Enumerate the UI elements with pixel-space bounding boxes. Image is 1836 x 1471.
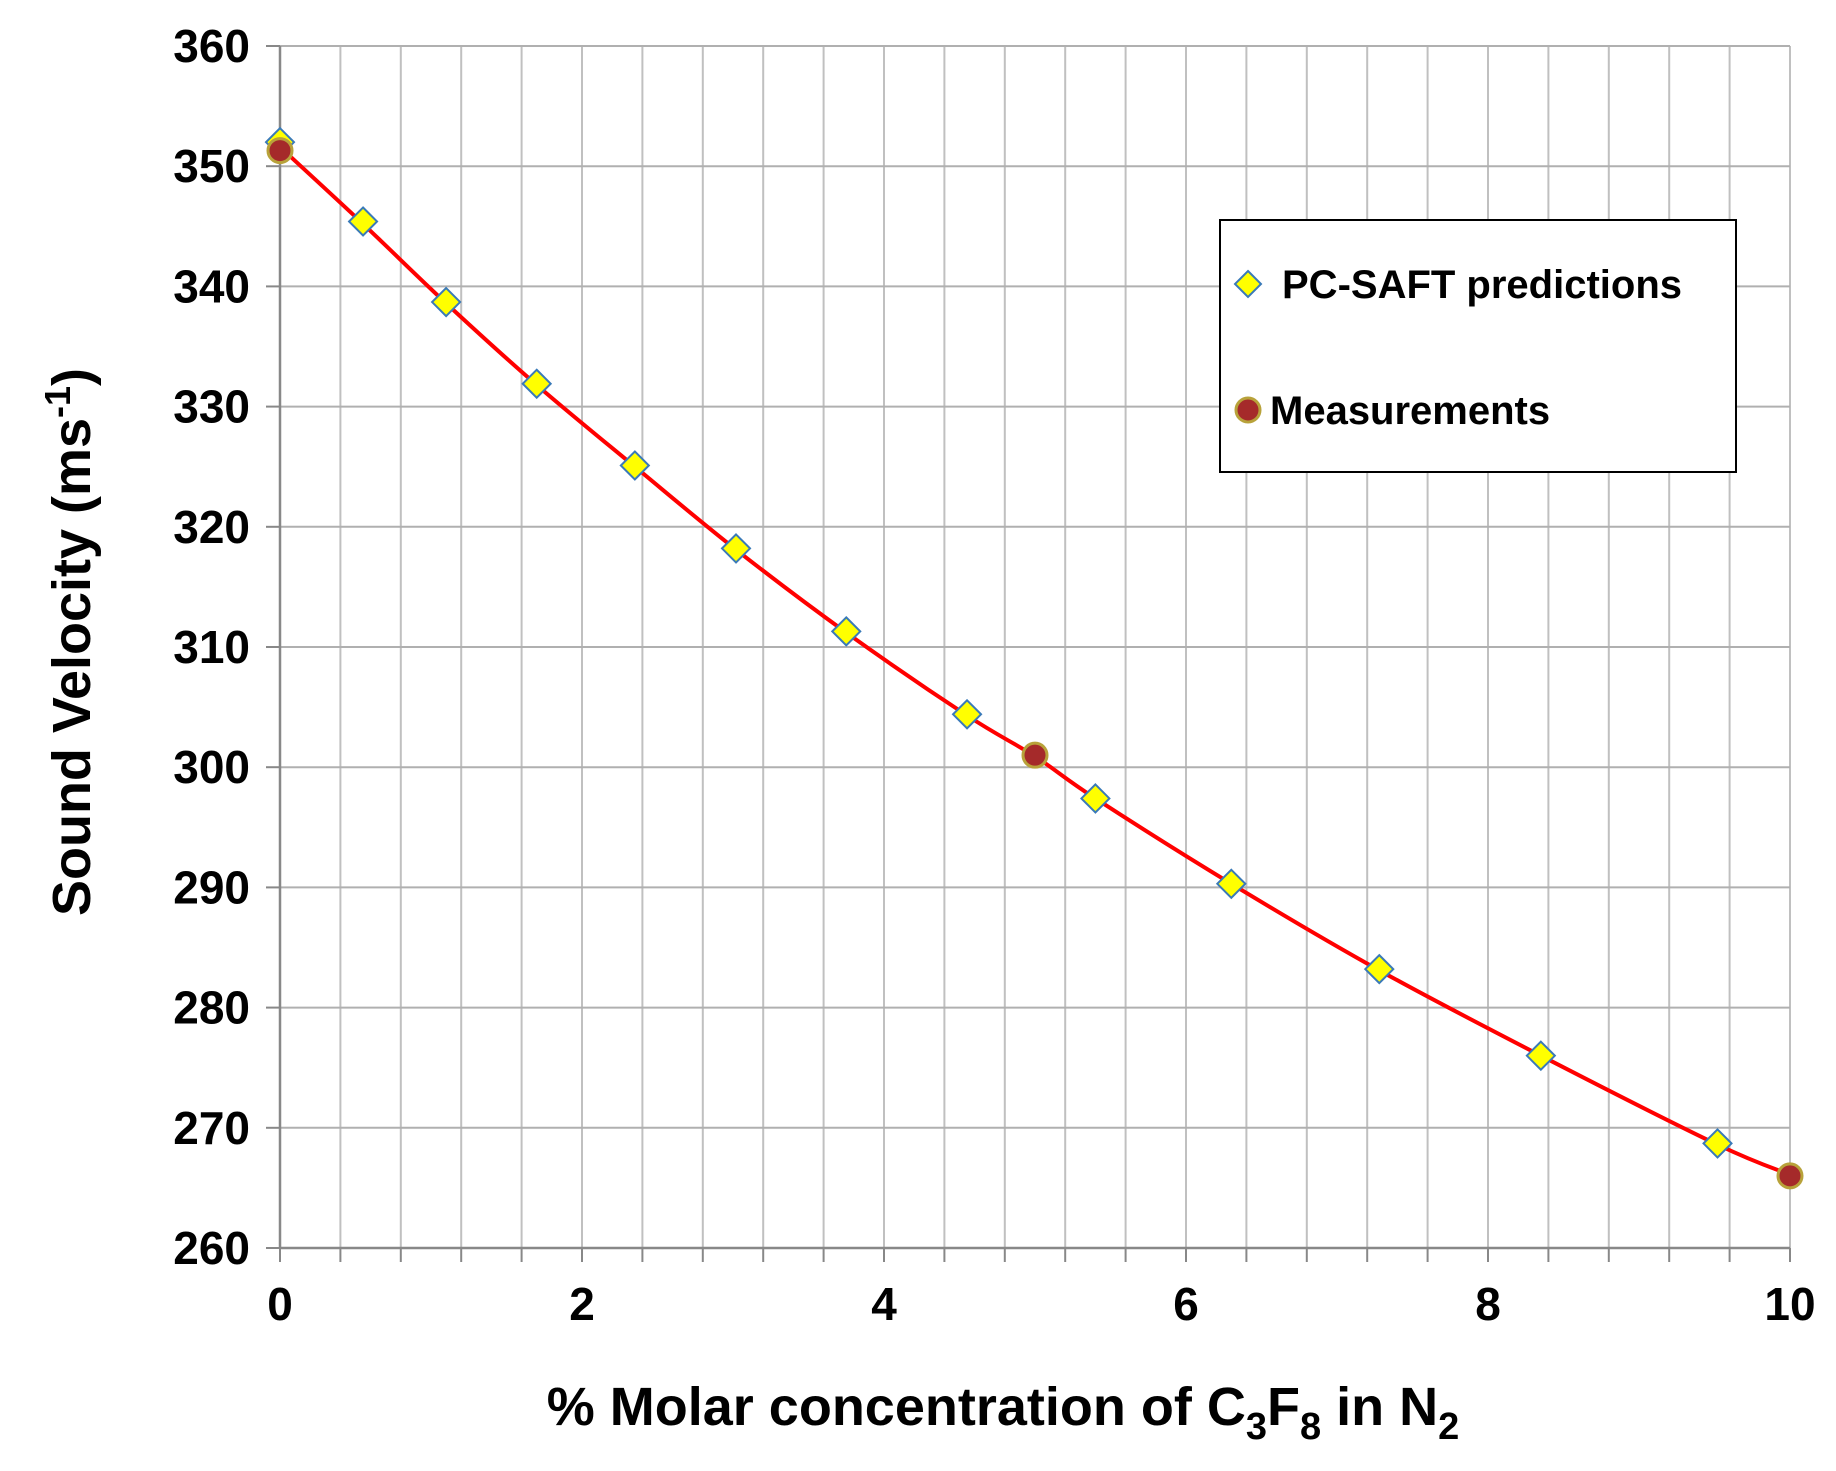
pc-saft-prediction-point xyxy=(1363,953,1395,985)
y-tick-label: 260 xyxy=(173,1222,250,1274)
y-tick-label: 310 xyxy=(173,621,250,673)
y-axis-title: Sound Velocity (ms-1) xyxy=(37,368,102,916)
tick-labels: 0 2 4 6 8 10 360 350 340 330 320 310 300 290 280 270 260 xyxy=(173,20,1815,1330)
x-tick-label: 8 xyxy=(1475,1278,1501,1330)
pc-saft-prediction-point xyxy=(951,698,983,730)
x-tick-label: 2 xyxy=(569,1278,595,1330)
measurement-point xyxy=(1776,1162,1804,1190)
legend-label-predictions: PC-SAFT predictions xyxy=(1282,263,1682,307)
y-tick-label: 350 xyxy=(173,140,250,192)
x-tick-label: 4 xyxy=(871,1278,897,1330)
data-points xyxy=(264,126,1804,1190)
axes xyxy=(266,45,1791,1262)
y-tick-label: 320 xyxy=(173,501,250,553)
pc-saft-prediction-point xyxy=(619,450,651,481)
pc-saft-prediction-point xyxy=(347,206,379,237)
legend-box xyxy=(1219,219,1737,473)
y-tick-label: 360 xyxy=(173,20,250,72)
y-tick-label: 290 xyxy=(173,861,250,913)
pc-saft-prediction-point xyxy=(830,615,862,647)
pc-saft-prediction-point xyxy=(430,286,462,318)
pc-saft-prediction-point xyxy=(1702,1128,1733,1159)
pc-saft-prediction-point xyxy=(720,533,752,564)
legend-diamond-marker xyxy=(1233,269,1263,299)
x-axis-title: % Molar concentration of C3F8 in N2 xyxy=(547,1377,1459,1448)
pc-saft-prediction-point xyxy=(1525,1040,1557,1072)
x-tick-label: 10 xyxy=(1764,1278,1815,1330)
pc-saft-prediction-point xyxy=(521,368,553,400)
legend-circle-marker xyxy=(1234,396,1262,424)
x-tick-label: 0 xyxy=(267,1278,293,1330)
y-tick-label: 280 xyxy=(173,982,250,1034)
measurement-point xyxy=(1021,741,1049,769)
legend-label-measurements: Measurements xyxy=(1270,389,1550,433)
y-tick-label: 300 xyxy=(173,741,250,793)
legend: PC-SAFT predictions Measurements xyxy=(1219,219,1737,473)
measurement-point xyxy=(266,137,294,165)
pc-saft-prediction-point xyxy=(1079,783,1111,814)
y-tick-label: 270 xyxy=(173,1102,250,1154)
y-tick-label: 340 xyxy=(173,260,250,312)
y-tick-label: 330 xyxy=(173,381,250,433)
pc-saft-prediction-point xyxy=(1215,868,1247,900)
x-tick-label: 6 xyxy=(1173,1278,1199,1330)
